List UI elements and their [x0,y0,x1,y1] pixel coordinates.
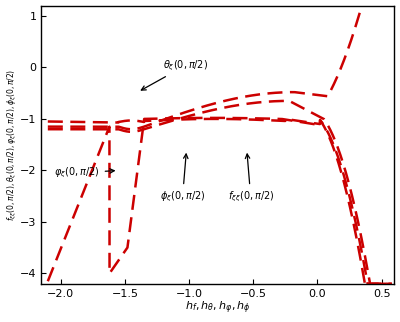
Text: $\varphi_\xi(0,\pi/2)$: $\varphi_\xi(0,\pi/2)$ [54,166,114,180]
X-axis label: $h_f,h_\theta,h_\varphi,h_\phi$: $h_f,h_\theta,h_\varphi,h_\phi$ [185,300,251,317]
Text: $\phi_\xi(0,\pi/2)$: $\phi_\xi(0,\pi/2)$ [160,154,205,204]
Text: $f_{\xi\xi}(0,\pi/2)$: $f_{\xi\xi}(0,\pi/2)$ [228,154,274,204]
Y-axis label: $f_{\xi\xi}(0,\pi/2),\theta_\xi(0,\pi/2),\varphi_\xi(0,\pi/2),\phi_\xi(0,\pi/2)$: $f_{\xi\xi}(0,\pi/2),\theta_\xi(0,\pi/2)… [6,69,19,221]
Text: $\theta_\xi(0,\pi/2)$: $\theta_\xi(0,\pi/2)$ [141,58,208,90]
